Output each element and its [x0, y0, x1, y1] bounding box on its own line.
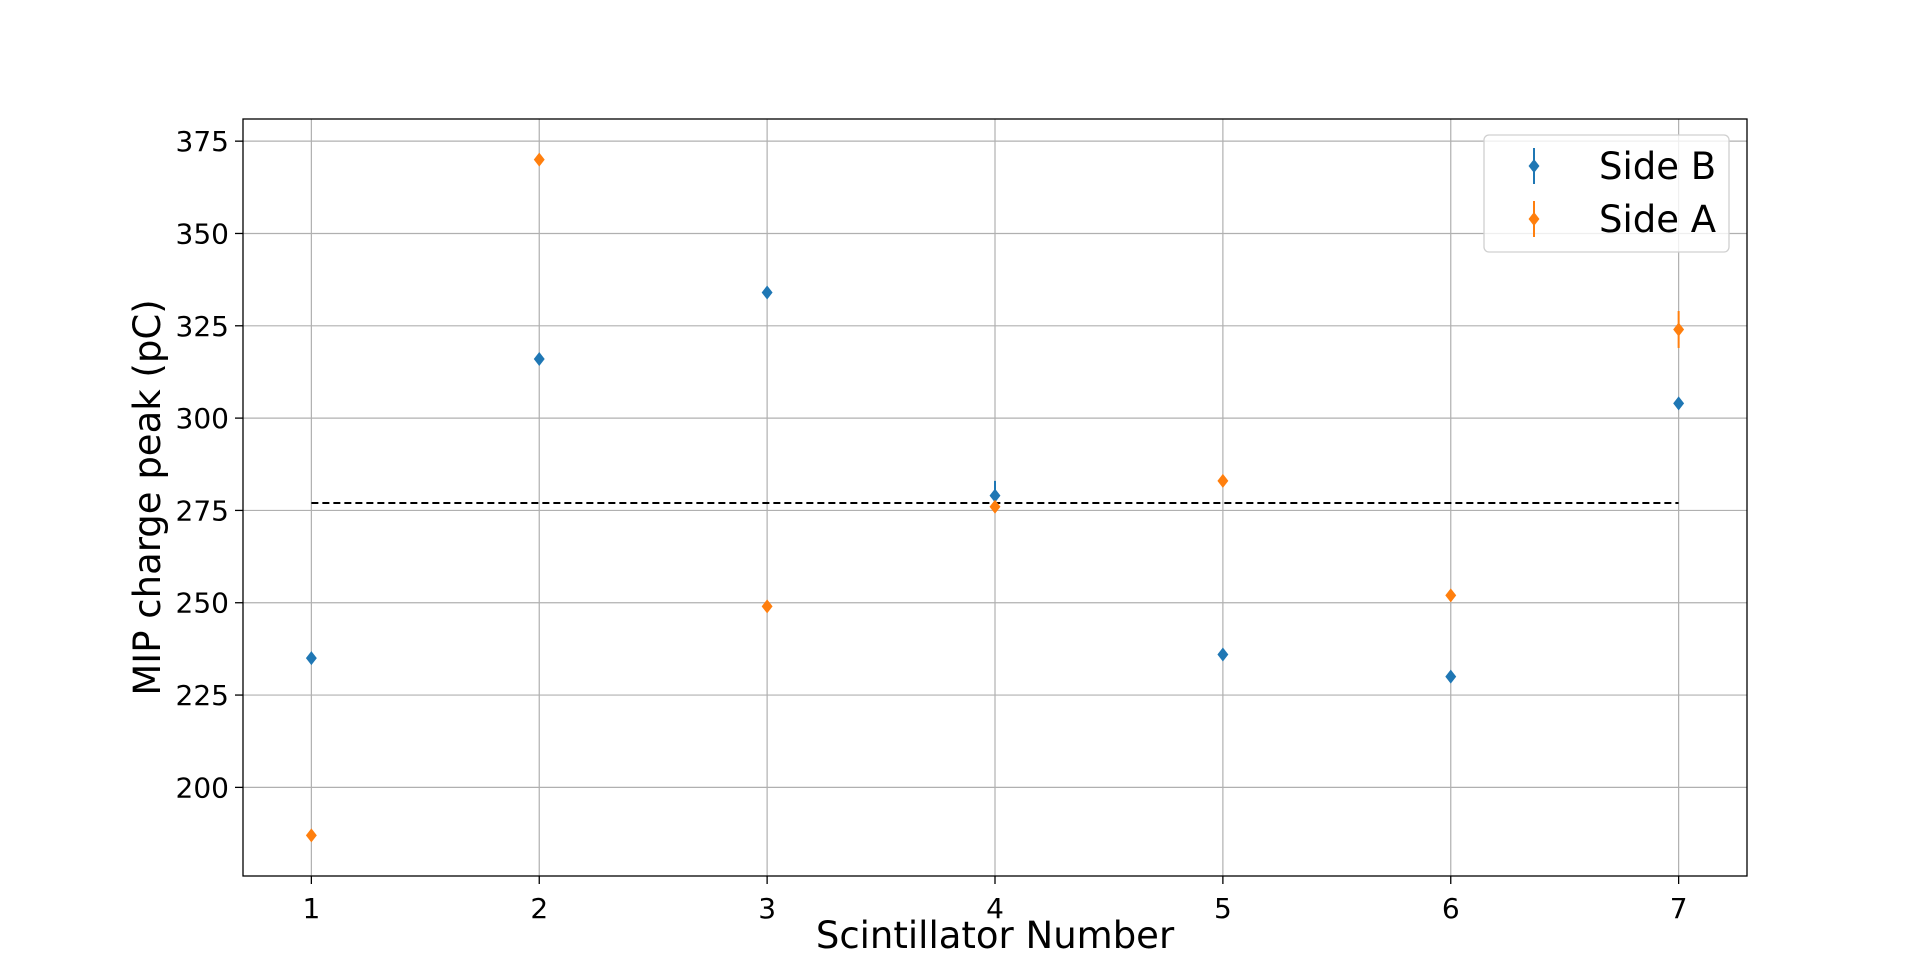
y-tick-label: 375: [176, 125, 229, 158]
data-point: [1217, 473, 1229, 488]
y-tick-label: 200: [176, 771, 229, 804]
x-tick-label: 5: [1214, 892, 1232, 925]
x-axis-title: Scintillator Number: [816, 914, 1175, 957]
data-point: [305, 651, 317, 666]
data-point: [533, 152, 545, 167]
x-tick-label: 2: [530, 892, 548, 925]
data-point: [989, 488, 1001, 503]
series-side-b: [305, 285, 1685, 684]
data-point: [761, 599, 773, 614]
y-tick-label: 325: [176, 310, 229, 343]
data-point: [1217, 647, 1229, 662]
legend-label: Side A: [1599, 198, 1716, 241]
legend-box: [1483, 134, 1730, 253]
y-tick-label: 275: [176, 494, 229, 527]
data-marks: [305, 152, 1685, 843]
y-tick-label: 225: [176, 679, 229, 712]
y-tick-label: 250: [176, 587, 229, 620]
series-side-a: [305, 152, 1685, 843]
x-tick-label: 1: [302, 892, 320, 925]
data-point: [989, 499, 1001, 514]
data-point: [1445, 588, 1457, 603]
data-point: [1673, 322, 1685, 337]
y-tick-label: 300: [176, 402, 229, 435]
x-tick-label: 4: [986, 892, 1004, 925]
x-tick-label: 3: [758, 892, 776, 925]
x-tick-label: 6: [1442, 892, 1460, 925]
data-point: [1673, 396, 1685, 411]
legend-marker: [1528, 159, 1540, 173]
legend: Side B Side A: [1483, 134, 1730, 253]
legend-label: Side B: [1599, 145, 1716, 188]
data-point: [761, 285, 773, 300]
data-point: [533, 352, 545, 367]
data-point: [305, 828, 317, 843]
axis-ticks: 1 2 3 4 5 6 7 200 225 250 275 300 325 350 375: [176, 125, 1688, 925]
x-tick-label: 7: [1670, 892, 1688, 925]
y-axis-title: MIP charge peak (pC): [126, 299, 169, 695]
y-tick-label: 350: [176, 217, 229, 250]
data-point: [1445, 669, 1457, 684]
legend-marker: [1528, 212, 1540, 226]
